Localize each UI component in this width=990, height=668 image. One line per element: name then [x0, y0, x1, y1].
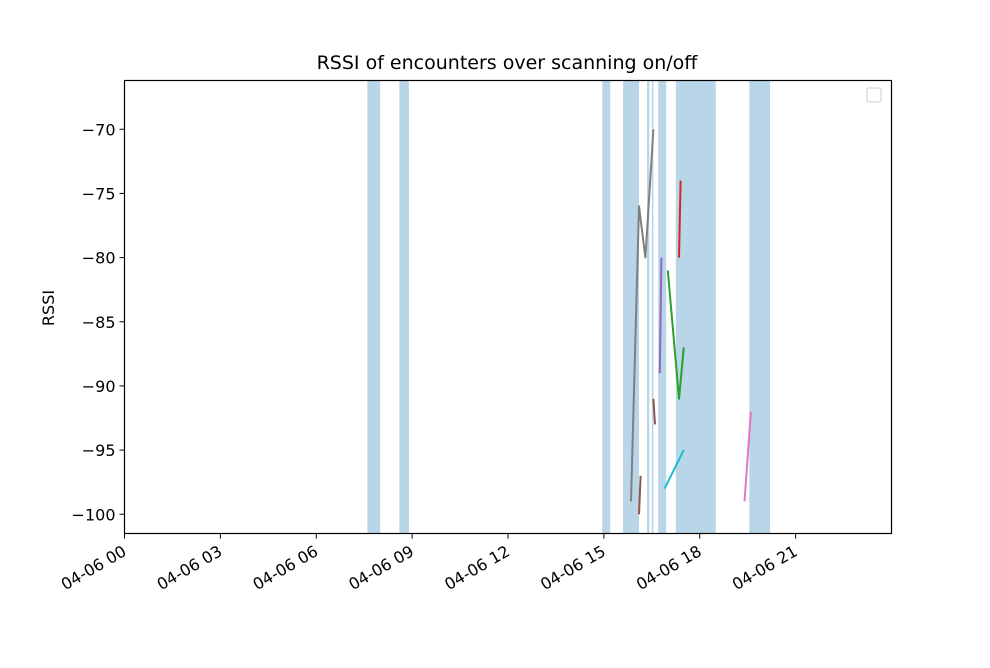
series-line-0: [663, 449, 685, 490]
series-line-6: [630, 129, 655, 502]
y-tick-label: −85: [82, 313, 116, 332]
scanning-band-2: [602, 80, 611, 534]
y-tick-label: −80: [82, 249, 116, 268]
series-line-2: [678, 180, 682, 258]
x-tick-label: 04-06 06: [249, 542, 321, 594]
plot-frame: [123, 79, 893, 535]
series-line-1: [666, 270, 685, 400]
scanning-band-5: [651, 80, 654, 534]
x-tick-label: 04-06 21: [729, 542, 801, 594]
scanning-band-8: [749, 80, 771, 534]
scanning-band-4: [647, 80, 650, 534]
y-tick-label: −95: [82, 441, 116, 460]
series-line-7: [743, 411, 752, 502]
series-line-3: [658, 257, 663, 374]
x-tick-label: 04-06 12: [441, 542, 513, 594]
x-tick-label: 04-06 00: [58, 542, 130, 594]
x-tick-label: 04-06 18: [633, 542, 705, 594]
series-line-4: [638, 475, 642, 515]
legend-box[interactable]: [866, 87, 882, 103]
chart-title: RSSI of encounters over scanning on/off: [317, 52, 699, 74]
series-line-5: [652, 398, 656, 425]
x-tick-label: 04-06 15: [537, 542, 609, 594]
scanning-band-3: [623, 80, 640, 534]
scanning-band-1: [399, 80, 409, 534]
x-axis: 04-06 00 04-06 03 04-06 06 04-06 09 04-06 12…: [58, 533, 801, 594]
y-tick-label: −100: [72, 505, 116, 524]
series-group: [630, 129, 752, 515]
y-tick-label: −90: [82, 377, 116, 396]
y-axis: −70 −75 −80 −85 −90 −95 −100: [72, 120, 125, 524]
scanning-band-7: [675, 80, 716, 534]
scanning-band-0: [367, 80, 381, 534]
scanning-band-6: [658, 80, 667, 534]
y-tick-label: −70: [82, 120, 116, 139]
x-tick-label: 04-06 09: [345, 542, 417, 594]
y-tick-label: −75: [82, 184, 116, 203]
y-axis-label: RSSI: [39, 290, 58, 326]
x-tick-label: 04-06 03: [154, 542, 226, 594]
scanning-on-bands: [367, 80, 771, 534]
